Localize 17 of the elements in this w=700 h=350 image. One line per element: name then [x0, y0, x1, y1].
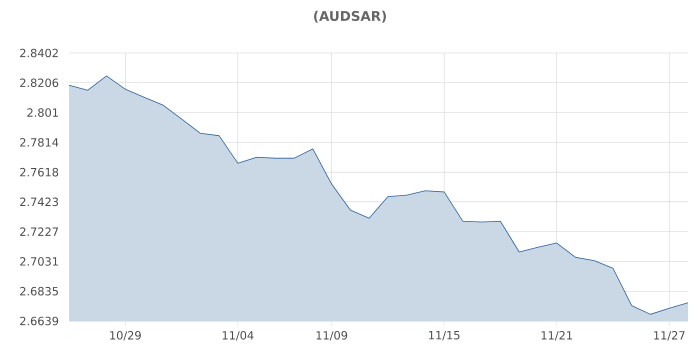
y-tick-label: 2.7227 [20, 227, 58, 236]
x-tick-label: 11/27 [654, 331, 685, 340]
chart-title: (AUDSAR) [314, 10, 386, 23]
y-tick-label: 2.7618 [20, 168, 58, 176]
x-tick-label: 11/04 [222, 331, 254, 340]
y-tick-label: 2.8206 [20, 78, 58, 88]
y-tick-label: 2.8402 [20, 48, 58, 58]
x-tick-label: 11/09 [316, 331, 348, 340]
y-tick-label: 2.6639 [20, 316, 58, 326]
y-tick-label: 2.801 [27, 108, 58, 117]
y-tick-label: 2.7031 [20, 257, 58, 266]
y-tick-label: 2.6835 [20, 286, 58, 296]
x-tick-label: 10/29 [110, 331, 141, 340]
x-tick-label: 11/15 [429, 331, 460, 340]
y-tick-label: 2.7814 [20, 138, 58, 147]
x-tick-label: 11/21 [542, 331, 572, 340]
y-tick-label: 2.7423 [20, 198, 58, 206]
